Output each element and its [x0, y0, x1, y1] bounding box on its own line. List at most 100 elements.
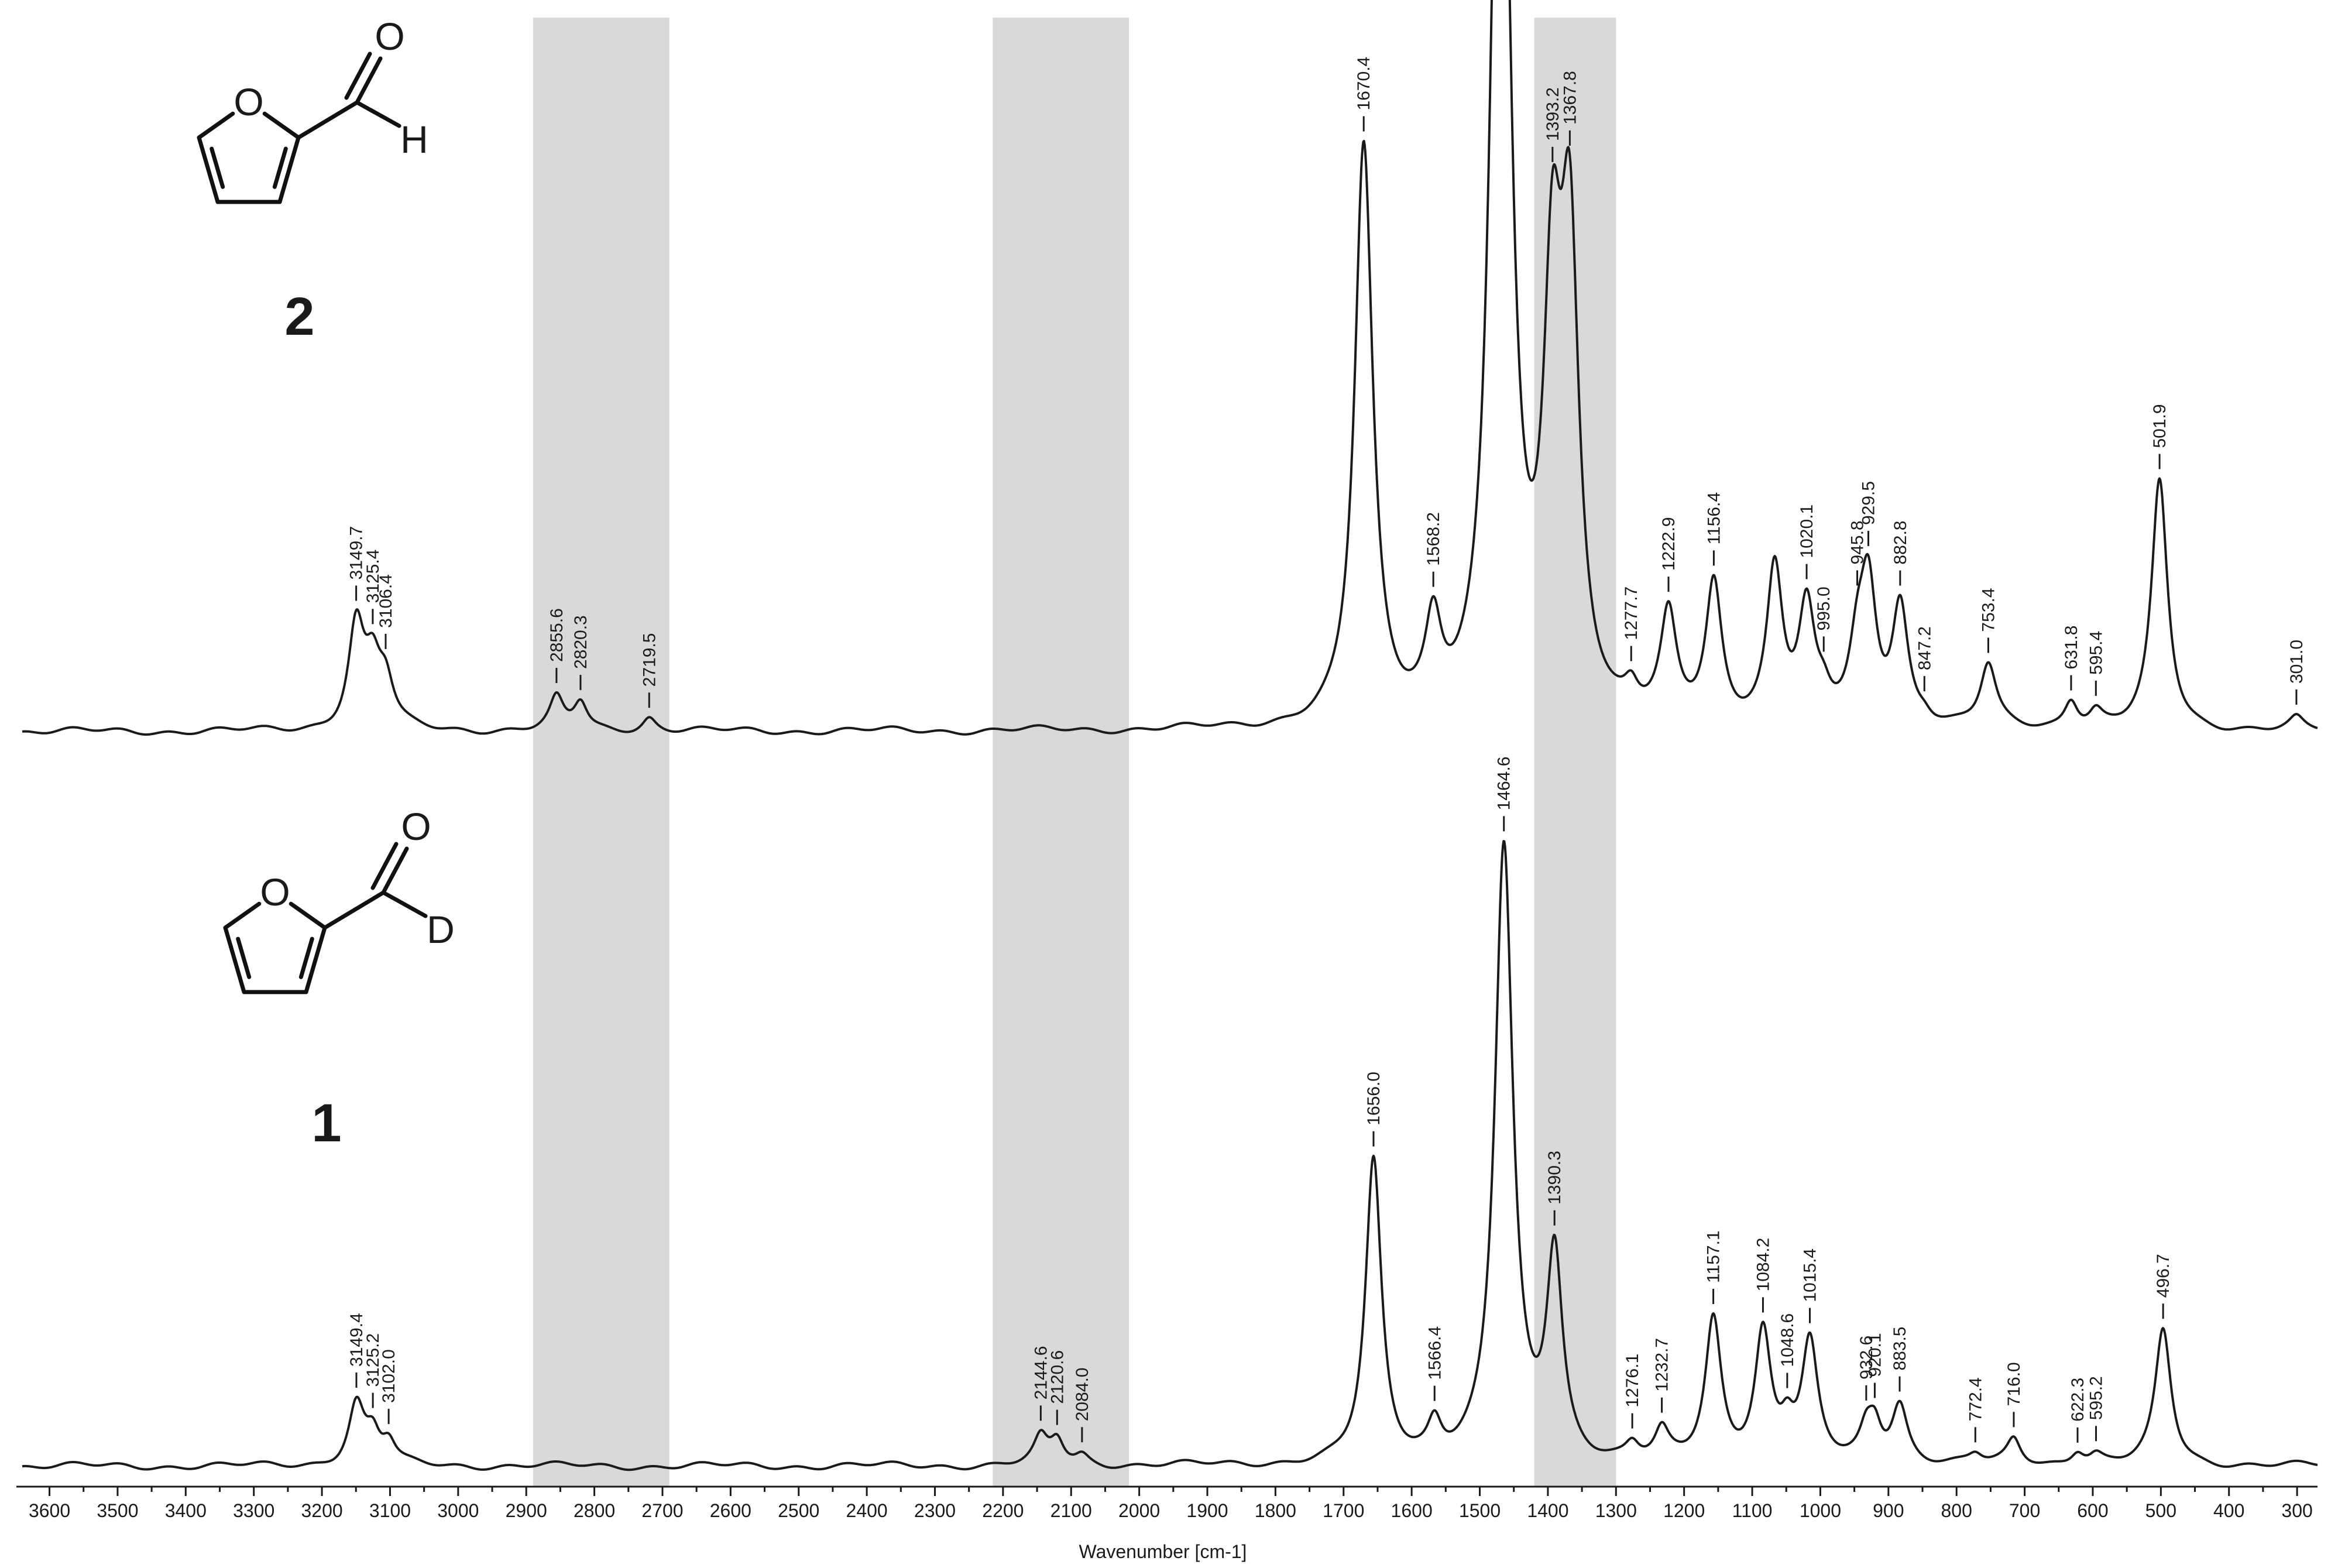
x-tick-label: 3300: [233, 1500, 274, 1521]
x-tick-label: 1300: [1595, 1500, 1637, 1521]
peak-label: 2084.0: [1073, 1367, 1092, 1421]
bond: [236, 936, 252, 979]
peak-label: 2719.5: [640, 633, 659, 687]
x-tick-label: 3200: [301, 1500, 342, 1521]
peak-label: 1020.1: [1797, 505, 1817, 558]
peak-label: 1367.8: [1560, 71, 1580, 125]
x-tick-label: 3500: [97, 1500, 138, 1521]
peak-label: 716.0: [2004, 1362, 2024, 1406]
bond: [381, 890, 428, 918]
bond: [355, 56, 383, 105]
spectrum-traces: [22, 0, 2318, 1471]
highlight-bands: [533, 18, 1616, 1487]
x-tick-label: 900: [1873, 1500, 1904, 1521]
peak-label: 631.8: [2062, 626, 2081, 670]
x-tick-label: 1100: [1732, 1500, 1773, 1521]
peak-label: 595.4: [2086, 631, 2106, 675]
bond: [223, 901, 262, 930]
peak-label: 1048.6: [1778, 1313, 1797, 1367]
aldehyde-substituent-atom: D: [427, 908, 455, 951]
peak-label: 3106.4: [376, 574, 396, 628]
x-tick-label: 2100: [1050, 1500, 1092, 1521]
x-tick-label: 2500: [778, 1500, 819, 1521]
compound-label-1: 1: [311, 1093, 341, 1153]
peak-label: 847.2: [1915, 626, 1934, 670]
peak-label: 772.4: [1966, 1377, 1985, 1421]
peak-label: 920.1: [1865, 1333, 1884, 1377]
peak-label: 1015.4: [1801, 1248, 1820, 1302]
bond: [381, 846, 409, 895]
bond: [304, 925, 327, 994]
bond: [322, 890, 386, 930]
peak-label: 2120.6: [1048, 1350, 1067, 1404]
x-tick-label: 1900: [1186, 1500, 1228, 1521]
peak-label: 753.4: [1979, 588, 1998, 632]
x-tick-label: 2900: [506, 1500, 547, 1521]
bond: [197, 135, 220, 204]
bond: [277, 135, 301, 204]
peak-label: 2855.6: [547, 608, 567, 662]
peak-label: 1670.4: [1354, 57, 1374, 111]
x-tick-label: 1600: [1391, 1500, 1433, 1521]
highlight-band: [533, 18, 670, 1487]
bond: [296, 100, 359, 140]
peak-label: 3149.4: [347, 1313, 366, 1367]
bond: [262, 111, 301, 140]
highlight-band: [993, 18, 1129, 1487]
compound-label-2: 2: [284, 287, 314, 346]
peak-label: 1157.1: [1704, 1230, 1724, 1283]
peak-label: 1390.3: [1545, 1151, 1564, 1205]
bond: [298, 936, 314, 979]
bond: [344, 52, 372, 100]
x-tick-label: 2200: [982, 1500, 1024, 1521]
peak-label: 883.5: [1890, 1326, 1910, 1370]
x-tick-label: 700: [2009, 1500, 2040, 1521]
peak-label: 1464.6: [1495, 757, 1514, 811]
peak-label: 1656.0: [1364, 1072, 1383, 1126]
peak-label: 501.9: [2150, 404, 2169, 448]
x-tick-label: 2000: [1118, 1500, 1160, 1521]
peak-label: 2820.3: [571, 615, 590, 669]
peak-label: 945.8: [1848, 520, 1867, 564]
peak-label: 595.2: [2087, 1376, 2106, 1420]
peak-label: 3102.0: [379, 1349, 399, 1403]
ring-oxygen-atom: O: [234, 80, 263, 123]
x-tick-label: 1200: [1663, 1500, 1705, 1521]
x-tick-label: 800: [1941, 1500, 1972, 1521]
peak-label: 1222.9: [1659, 517, 1678, 571]
x-axis: 3600 3500 3400 3300 3200 3100 3000 2900 2800 2700…: [16, 1485, 2318, 1521]
spectrum-line-1: [22, 840, 2318, 1471]
x-tick-label: 3000: [437, 1500, 479, 1521]
x-tick-label: 1700: [1323, 1500, 1364, 1521]
bond: [210, 146, 225, 189]
peak-label: 1568.2: [1424, 512, 1443, 566]
x-tick-label: 3100: [369, 1500, 411, 1521]
peak-label: 882.8: [1891, 521, 1910, 565]
x-tick-label: 1500: [1459, 1500, 1501, 1521]
carbonyl-oxygen-atom: O: [375, 15, 404, 58]
x-tick-label: 2700: [641, 1500, 683, 1521]
peak-label: 622.3: [2068, 1378, 2088, 1422]
peak-label: 1276.1: [1623, 1354, 1642, 1408]
highlight-band: [1534, 18, 1616, 1487]
bond: [370, 842, 399, 890]
x-tick-label: 2800: [574, 1500, 615, 1521]
x-tick-label: 300: [2281, 1500, 2312, 1521]
furfural-structure-1: O O D: [223, 805, 455, 994]
compound-labels: 21: [284, 287, 341, 1153]
spectrum-line-2: [22, 0, 2318, 736]
bond: [272, 146, 288, 189]
x-tick-label: 3400: [165, 1500, 207, 1521]
x-tick-label: 1800: [1255, 1500, 1296, 1521]
x-tick-label: 500: [2145, 1500, 2176, 1521]
peak-label: 932.6: [1857, 1336, 1876, 1380]
peak-label: 1566.4: [1425, 1326, 1444, 1380]
peak-label: 1156.4: [1704, 492, 1724, 545]
peak-label: 929.5: [1859, 481, 1878, 525]
peak-label: 3149.7: [347, 526, 366, 580]
peak-label: 3125.2: [363, 1333, 383, 1387]
peak-label: 3125.4: [363, 550, 383, 603]
bond: [355, 100, 401, 128]
